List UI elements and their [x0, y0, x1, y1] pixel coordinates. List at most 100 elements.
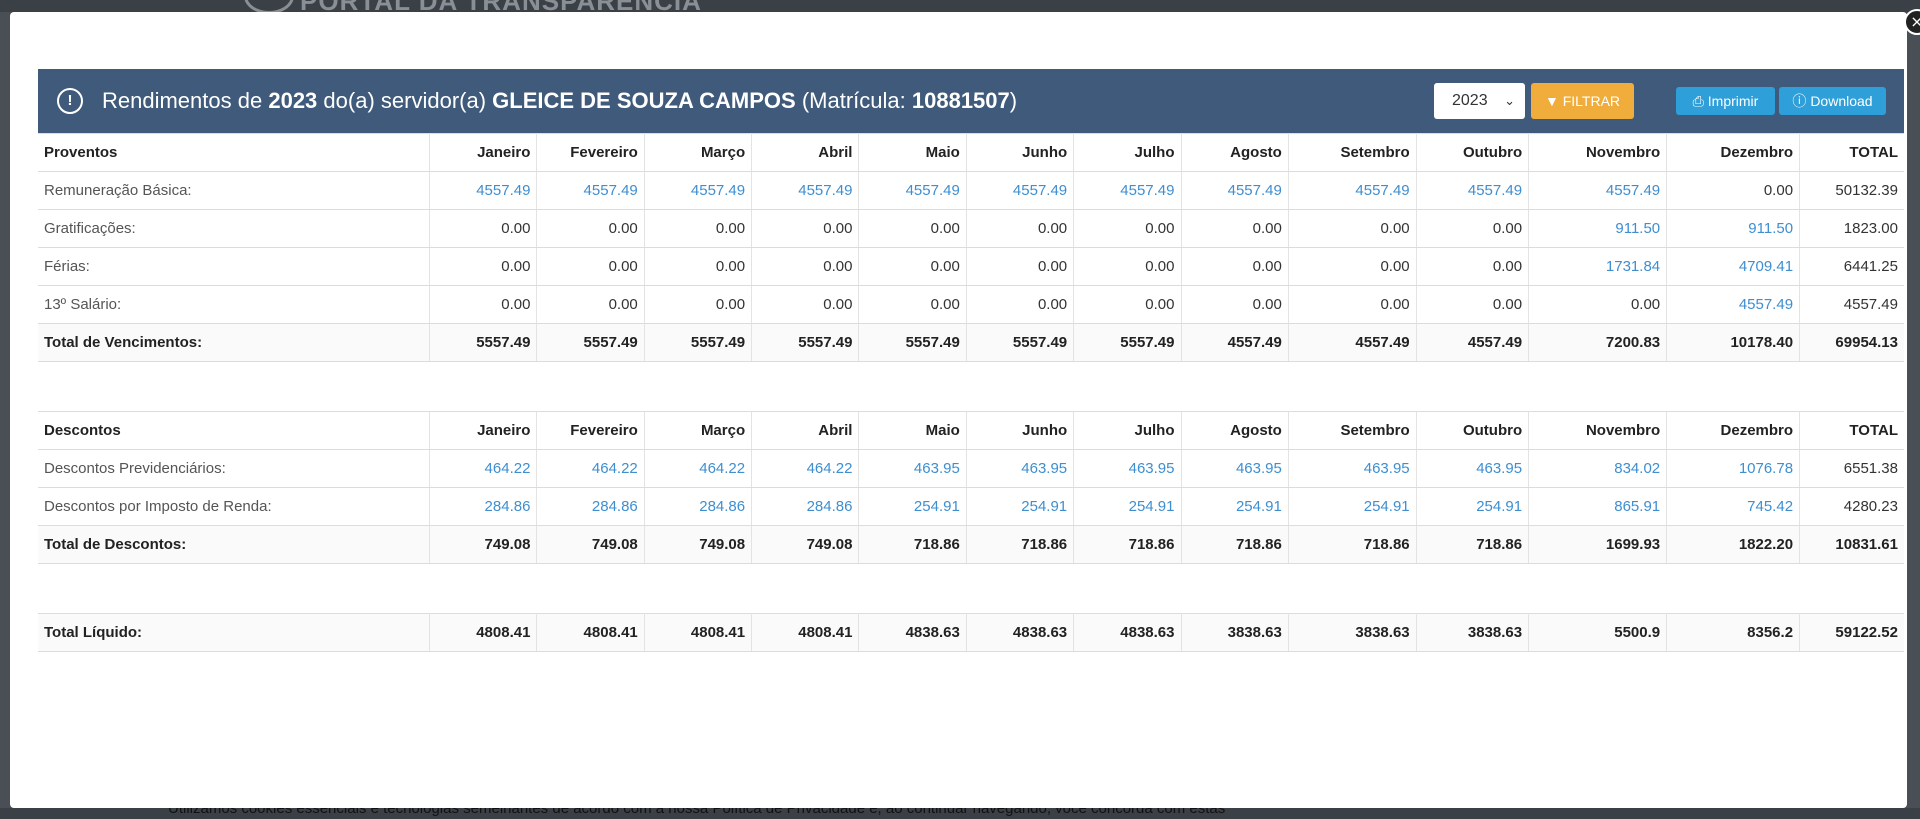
- value-link[interactable]: 4557.49: [1666, 285, 1801, 324]
- value-cell: 59122.52: [1799, 613, 1904, 652]
- value-link[interactable]: 254.91: [1288, 487, 1417, 526]
- value-link[interactable]: 463.95: [858, 449, 967, 488]
- value-link[interactable]: 1076.78: [1666, 449, 1801, 488]
- value-link[interactable]: 1731.84: [1528, 247, 1668, 286]
- value-cell: 7200.83: [1528, 323, 1668, 362]
- value-link[interactable]: 911.50: [1666, 209, 1801, 248]
- value-link[interactable]: 4557.49: [536, 171, 645, 210]
- value-link[interactable]: 463.95: [1288, 449, 1417, 488]
- value-link[interactable]: 4557.49: [644, 171, 753, 210]
- month-header: Agosto: [1181, 411, 1289, 450]
- value-cell: 718.86: [1181, 525, 1289, 564]
- value-link[interactable]: 464.22: [429, 449, 538, 488]
- value-cell: 718.86: [1288, 525, 1417, 564]
- proventos-table: Proventos Janeiro Fevereiro Março Abril Maio J…: [38, 133, 1904, 362]
- value-cell: 0.00: [644, 209, 753, 248]
- value-link[interactable]: 254.91: [1073, 487, 1182, 526]
- value-link[interactable]: 4709.41: [1666, 247, 1801, 286]
- value-cell: 1822.20: [1666, 525, 1801, 564]
- close-icon[interactable]: ×: [1904, 9, 1920, 35]
- value-link[interactable]: 911.50: [1528, 209, 1668, 248]
- table-header-row: Descontos Janeiro Fevereiro Março Abril Maio J…: [38, 411, 1904, 450]
- value-cell: 3838.63: [1181, 613, 1289, 652]
- value-link[interactable]: 4557.49: [1073, 171, 1182, 210]
- value-cell: 4557.49: [1416, 323, 1530, 362]
- value-link[interactable]: 284.86: [751, 487, 860, 526]
- value-link[interactable]: 4557.49: [1181, 171, 1289, 210]
- value-link[interactable]: 865.91: [1528, 487, 1668, 526]
- value-cell: 0.00: [644, 285, 753, 324]
- month-header: Setembro: [1288, 411, 1417, 450]
- value-link[interactable]: 463.95: [1073, 449, 1182, 488]
- value-cell: 3838.63: [1288, 613, 1417, 652]
- value-link[interactable]: 254.91: [966, 487, 1075, 526]
- table-row: Descontos Previdenciários: 464.22 464.22 46…: [38, 449, 1904, 488]
- value-link[interactable]: 464.22: [644, 449, 753, 488]
- download-button[interactable]: ⓘ Download: [1779, 87, 1886, 115]
- value-cell: 749.08: [536, 525, 645, 564]
- printer-icon: ⎙: [1692, 93, 1704, 109]
- month-header: Agosto: [1181, 133, 1289, 172]
- value-cell: 0.00: [1288, 285, 1417, 324]
- value-cell: 5557.49: [429, 323, 538, 362]
- value-link[interactable]: 284.86: [644, 487, 753, 526]
- cookie-text: Utilizamos cookies essenciais e tecnolog…: [168, 808, 1226, 817]
- value-link[interactable]: 4557.49: [1528, 171, 1668, 210]
- value-cell: 749.08: [751, 525, 860, 564]
- value-cell: 0.00: [1181, 285, 1289, 324]
- value-link[interactable]: 254.91: [1416, 487, 1530, 526]
- value-cell: 0.00: [966, 285, 1075, 324]
- value-cell: 3838.63: [1416, 613, 1530, 652]
- value-cell: 50132.39: [1799, 171, 1904, 210]
- liquido-table: Total Líquido: 4808.41 4808.41 4808.41 4808.…: [38, 613, 1904, 652]
- value-link[interactable]: 254.91: [1181, 487, 1289, 526]
- year-select[interactable]: 2023 ⌄: [1434, 83, 1525, 119]
- value-link[interactable]: 4557.49: [751, 171, 860, 210]
- value-link[interactable]: 4557.49: [966, 171, 1075, 210]
- cookie-banner: Utilizamos cookies essenciais e tecnolog…: [0, 808, 1920, 819]
- value-cell: 0.00: [858, 247, 967, 286]
- value-link[interactable]: 4557.49: [858, 171, 967, 210]
- table-row: Descontos por Imposto de Renda: 284.86 284…: [38, 487, 1904, 526]
- income-panel: ! Rendimentos de 2023 do(a) servidor(a) …: [38, 69, 1904, 679]
- value-link[interactable]: 464.22: [536, 449, 645, 488]
- value-link[interactable]: 254.91: [858, 487, 967, 526]
- value-link[interactable]: 4557.49: [1288, 171, 1417, 210]
- filter-button[interactable]: ▼ FILTRAR: [1531, 83, 1634, 119]
- month-header: Janeiro: [429, 411, 538, 450]
- value-link[interactable]: 464.22: [751, 449, 860, 488]
- value-cell: 0.00: [1181, 209, 1289, 248]
- value-cell: 0.00: [1416, 285, 1530, 324]
- row-label: Férias:: [38, 247, 431, 286]
- month-header: Abril: [751, 133, 860, 172]
- row-label: Total de Vencimentos:: [38, 323, 431, 362]
- table-row: Férias: 0.00 0.00 0.00 0.00 0.00 0.00 0.00 0.00 0…: [38, 247, 1904, 286]
- chevron-down-icon: ⌄: [1504, 93, 1515, 108]
- funnel-icon: ▼: [1544, 93, 1559, 109]
- value-cell: 4557.49: [1181, 323, 1289, 362]
- value-cell: 0.00: [751, 285, 860, 324]
- value-link[interactable]: 284.86: [536, 487, 645, 526]
- value-link[interactable]: 463.95: [1181, 449, 1289, 488]
- value-cell: 0.00: [966, 247, 1075, 286]
- value-cell: 718.86: [1073, 525, 1182, 564]
- value-cell: 4808.41: [644, 613, 753, 652]
- value-cell: 0.00: [1666, 171, 1801, 210]
- value-link[interactable]: 463.95: [966, 449, 1075, 488]
- descontos-table: Descontos Janeiro Fevereiro Março Abril Maio J…: [38, 411, 1904, 564]
- print-button[interactable]: ⎙ Imprimir: [1676, 87, 1775, 115]
- month-header: Janeiro: [429, 133, 538, 172]
- row-label: Descontos por Imposto de Renda:: [38, 487, 431, 526]
- info-icon: ⓘ: [1792, 93, 1807, 109]
- page-title: Rendimentos de 2023 do(a) servidor(a) GL…: [102, 88, 1018, 113]
- value-link[interactable]: 4557.49: [429, 171, 538, 210]
- value-link[interactable]: 4557.49: [1416, 171, 1530, 210]
- value-cell: 4808.41: [536, 613, 645, 652]
- value-cell: 4808.41: [751, 613, 860, 652]
- value-link[interactable]: 284.86: [429, 487, 538, 526]
- value-link[interactable]: 745.42: [1666, 487, 1801, 526]
- value-link[interactable]: 834.02: [1528, 449, 1668, 488]
- value-link[interactable]: 463.95: [1416, 449, 1530, 488]
- value-cell: 6551.38: [1799, 449, 1904, 488]
- value-cell: 5557.49: [966, 323, 1075, 362]
